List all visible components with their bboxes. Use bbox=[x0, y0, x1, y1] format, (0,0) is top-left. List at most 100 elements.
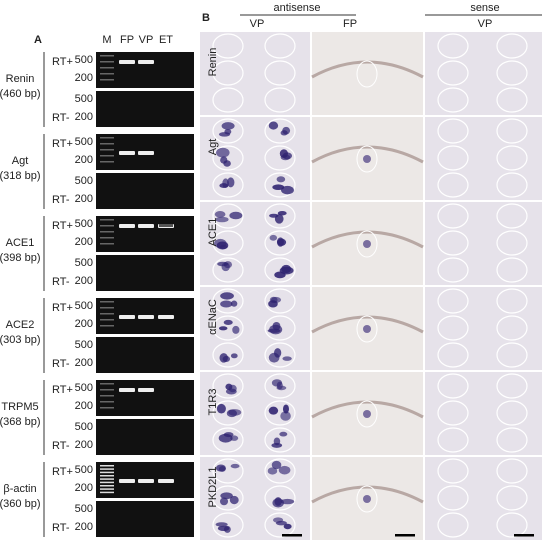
gel bbox=[96, 91, 194, 127]
ladder-band bbox=[100, 61, 114, 63]
taste-bud bbox=[212, 400, 244, 426]
taste-bud bbox=[437, 485, 469, 511]
taste-bud bbox=[356, 60, 378, 88]
gel bbox=[96, 419, 194, 455]
column-label: FP bbox=[343, 18, 357, 30]
taste-bud bbox=[496, 400, 528, 426]
band bbox=[158, 479, 174, 483]
stain bbox=[217, 525, 230, 531]
taste-bud bbox=[496, 33, 528, 59]
band bbox=[138, 388, 154, 392]
taste-bud bbox=[212, 458, 244, 484]
ladder-band bbox=[100, 73, 114, 75]
row-label: PKD2L1 bbox=[207, 467, 219, 508]
taste-bud bbox=[264, 60, 296, 86]
micrograph bbox=[200, 32, 310, 115]
taste-bud bbox=[212, 87, 244, 113]
stain bbox=[216, 403, 226, 414]
taste-bud bbox=[212, 172, 244, 198]
rt-label: RT- bbox=[52, 522, 70, 534]
ladder-band bbox=[100, 478, 114, 480]
taste-bud bbox=[496, 87, 528, 113]
taste-bud bbox=[264, 118, 296, 144]
stain bbox=[363, 325, 371, 333]
ladder-band bbox=[100, 79, 114, 81]
gel bbox=[96, 52, 194, 88]
taste-bud bbox=[212, 315, 244, 341]
taste-bud bbox=[437, 373, 469, 399]
ladder-label: 200 bbox=[75, 439, 93, 451]
stain bbox=[276, 237, 284, 247]
band bbox=[159, 224, 173, 227]
taste-bud bbox=[212, 342, 244, 368]
stain bbox=[280, 411, 291, 421]
stain bbox=[363, 240, 371, 248]
taste-bud bbox=[496, 145, 528, 171]
band bbox=[138, 60, 154, 64]
band bbox=[138, 151, 154, 155]
ladder-band bbox=[100, 143, 114, 145]
rt-label: RT- bbox=[52, 440, 70, 452]
stain bbox=[281, 185, 294, 195]
ladder-label: 500 bbox=[75, 382, 93, 394]
gene-size: (460 bp) bbox=[0, 88, 40, 100]
taste-bud bbox=[212, 230, 244, 256]
gene-size: (368 bp) bbox=[0, 416, 40, 428]
ladder-label: 500 bbox=[75, 136, 93, 148]
gene-name: TRPM5 bbox=[1, 401, 38, 413]
taste-bud bbox=[496, 342, 528, 368]
taste-bud bbox=[264, 145, 296, 171]
ladder-label: 500 bbox=[75, 464, 93, 476]
ladder-band bbox=[100, 395, 114, 397]
taste-bud bbox=[437, 458, 469, 484]
taste-bud bbox=[437, 257, 469, 283]
row-label: Renin bbox=[207, 48, 219, 77]
ladder-band bbox=[100, 485, 114, 487]
stain bbox=[230, 300, 238, 307]
stain bbox=[218, 326, 228, 331]
micrograph bbox=[425, 287, 542, 370]
ladder-label: 200 bbox=[75, 482, 93, 494]
stain bbox=[279, 431, 288, 437]
stain bbox=[230, 463, 240, 469]
gel bbox=[96, 501, 194, 537]
micrograph bbox=[425, 457, 542, 540]
stain bbox=[268, 406, 279, 415]
header: antisense bbox=[273, 2, 320, 14]
micrograph bbox=[425, 202, 542, 285]
lane-label: VP bbox=[139, 34, 154, 46]
gel bbox=[96, 255, 194, 291]
stain bbox=[230, 353, 238, 359]
ladder-band bbox=[100, 231, 114, 233]
taste-bud bbox=[437, 87, 469, 113]
taste-bud bbox=[264, 87, 296, 113]
stain bbox=[219, 497, 229, 506]
stain bbox=[279, 149, 288, 158]
rt-label: RT+ bbox=[52, 138, 73, 150]
taste-bud bbox=[437, 342, 469, 368]
ladder-label: 200 bbox=[75, 193, 93, 205]
taste-bud bbox=[264, 373, 296, 399]
rt-label: RT- bbox=[52, 112, 70, 124]
ladder-band bbox=[100, 488, 114, 490]
stain bbox=[214, 210, 226, 218]
taste-bud bbox=[212, 145, 244, 171]
stain bbox=[229, 495, 239, 505]
taste-bud bbox=[496, 512, 528, 538]
taste-bud bbox=[437, 512, 469, 538]
stain bbox=[272, 184, 285, 191]
stain bbox=[269, 296, 278, 304]
stain bbox=[280, 498, 295, 505]
stain bbox=[277, 210, 287, 216]
band bbox=[119, 151, 135, 155]
stain bbox=[363, 495, 371, 503]
stain bbox=[267, 467, 278, 475]
ladder-band bbox=[100, 67, 114, 69]
ladder-label: 200 bbox=[75, 111, 93, 123]
stain bbox=[232, 325, 240, 334]
taste-bud bbox=[496, 230, 528, 256]
stain bbox=[215, 216, 229, 223]
stain bbox=[225, 383, 233, 390]
stain bbox=[274, 497, 282, 506]
taste-bud bbox=[437, 230, 469, 256]
